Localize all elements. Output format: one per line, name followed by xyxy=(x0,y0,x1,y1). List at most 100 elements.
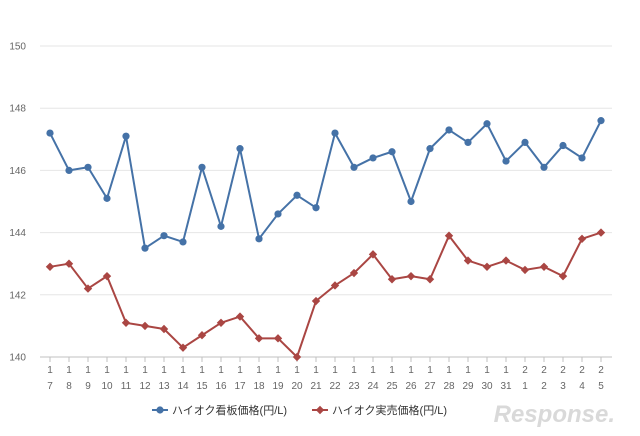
x-tick-label-top: 1 xyxy=(332,365,338,376)
x-tick-label-bottom: 22 xyxy=(329,381,341,392)
x-tick-label-top: 1 xyxy=(256,365,262,376)
x-tick-label-bottom: 31 xyxy=(500,381,512,392)
x-tick-label-top: 1 xyxy=(275,365,281,376)
legend-marker xyxy=(315,405,325,415)
data-point xyxy=(426,145,434,153)
x-tick-label-top: 1 xyxy=(503,365,509,376)
data-point xyxy=(197,331,207,340)
data-point xyxy=(407,197,415,206)
data-point xyxy=(464,138,472,147)
x-tick-label-top: 1 xyxy=(218,365,224,376)
x-tick-label-top: 2 xyxy=(579,365,585,376)
x-tick-label-top: 2 xyxy=(560,365,566,376)
x-tick-label-bottom: 30 xyxy=(481,381,493,392)
data-point xyxy=(577,234,587,244)
x-tick-label-bottom: 18 xyxy=(253,381,265,392)
data-point xyxy=(425,275,435,284)
x-tick-label-top: 1 xyxy=(313,365,319,376)
x-tick-label-bottom: 11 xyxy=(121,381,132,392)
x-tick-label-top: 1 xyxy=(199,365,205,376)
data-point xyxy=(596,228,606,237)
legend-label: ハイオク実売価格(円/L) xyxy=(332,403,447,417)
x-tick-label-top: 1 xyxy=(104,365,110,376)
legend-marker xyxy=(156,406,164,414)
y-tick-label: 142 xyxy=(9,290,26,301)
legend-label: ハイオク看板価格(円/L) xyxy=(172,403,287,417)
legend: ハイオク看板価格(円/L) ハイオク実売価格(円/L) xyxy=(152,403,447,417)
x-tick-label-bottom: 21 xyxy=(310,381,322,392)
data-point xyxy=(103,194,111,202)
x-tick-label-top: 1 xyxy=(484,365,490,376)
x-tick-label-bottom: 19 xyxy=(272,381,284,392)
x-tick-label-top: 2 xyxy=(522,365,528,376)
data-point xyxy=(502,157,510,165)
data-point xyxy=(597,117,605,125)
data-point xyxy=(236,145,244,153)
data-point xyxy=(178,343,188,352)
x-tick-label-top: 1 xyxy=(351,365,357,376)
data-point xyxy=(349,268,359,278)
data-point xyxy=(198,163,206,171)
data-point xyxy=(388,148,396,156)
data-point xyxy=(65,166,73,174)
x-tick-label-bottom: 23 xyxy=(348,381,360,392)
x-tick-label-bottom: 16 xyxy=(215,381,227,392)
data-point xyxy=(159,324,169,334)
data-point xyxy=(521,138,529,147)
data-point xyxy=(520,265,530,275)
x-tick-label-bottom: 28 xyxy=(443,381,455,392)
data-point xyxy=(331,129,339,137)
data-point xyxy=(330,281,340,290)
x-tick-label-top: 1 xyxy=(180,365,186,376)
data-point xyxy=(45,262,55,272)
data-point xyxy=(121,318,131,327)
data-point xyxy=(369,154,377,162)
x-tick-label-bottom: 5 xyxy=(598,381,604,392)
y-tick-label: 148 xyxy=(9,104,26,115)
x-tick-label-top: 1 xyxy=(389,365,395,376)
x-tick-label-bottom: 14 xyxy=(177,381,189,392)
data-point xyxy=(254,334,264,343)
x-tick-label-bottom: 4 xyxy=(579,381,585,392)
series-1 xyxy=(46,117,605,252)
x-tick-label-top: 1 xyxy=(47,365,53,376)
data-point xyxy=(312,204,320,212)
x-tick-label-top: 1 xyxy=(370,365,376,376)
x-tick-label-bottom: 27 xyxy=(424,381,436,392)
x-tick-label-bottom: 29 xyxy=(462,381,474,392)
x-tick-label-bottom: 8 xyxy=(66,381,72,392)
y-axis: 140 142 144 146 148 150 xyxy=(9,42,26,364)
data-point xyxy=(444,231,454,240)
x-tick-label-top: 1 xyxy=(237,365,243,376)
y-tick-label: 150 xyxy=(9,42,26,53)
x-tick-label-bottom: 25 xyxy=(386,381,398,392)
x-tick-label-top: 1 xyxy=(85,365,91,376)
x-tick-label-bottom: 3 xyxy=(560,381,566,392)
series-2 xyxy=(45,228,606,362)
data-point xyxy=(141,244,149,252)
x-tick-label-bottom: 1 xyxy=(522,381,528,392)
x-tick-label-top: 1 xyxy=(446,365,452,376)
data-point xyxy=(501,256,511,265)
x-tick-label-bottom: 12 xyxy=(139,381,151,392)
data-point xyxy=(84,163,92,171)
data-point xyxy=(216,318,226,327)
x-tick-label-top: 1 xyxy=(161,365,167,376)
data-point xyxy=(217,222,225,230)
y-tick-label: 146 xyxy=(9,166,26,177)
data-point xyxy=(179,238,187,246)
x-tick-label-bottom: 24 xyxy=(367,381,379,392)
x-tick-label-top: 1 xyxy=(294,365,300,376)
x-tick-label-bottom: 15 xyxy=(196,381,208,392)
data-point xyxy=(274,210,282,218)
data-point xyxy=(102,271,112,281)
x-tick-label-bottom: 9 xyxy=(85,381,91,392)
x-tick-label-top: 2 xyxy=(598,365,604,376)
data-point xyxy=(273,334,283,343)
data-point xyxy=(483,120,491,128)
x-axis: 1718191101111121131141151161171181191201… xyxy=(47,357,604,392)
data-point xyxy=(387,275,397,284)
x-tick-label-top: 1 xyxy=(408,365,414,376)
data-point xyxy=(406,271,416,281)
series-line-1 xyxy=(49,120,602,250)
